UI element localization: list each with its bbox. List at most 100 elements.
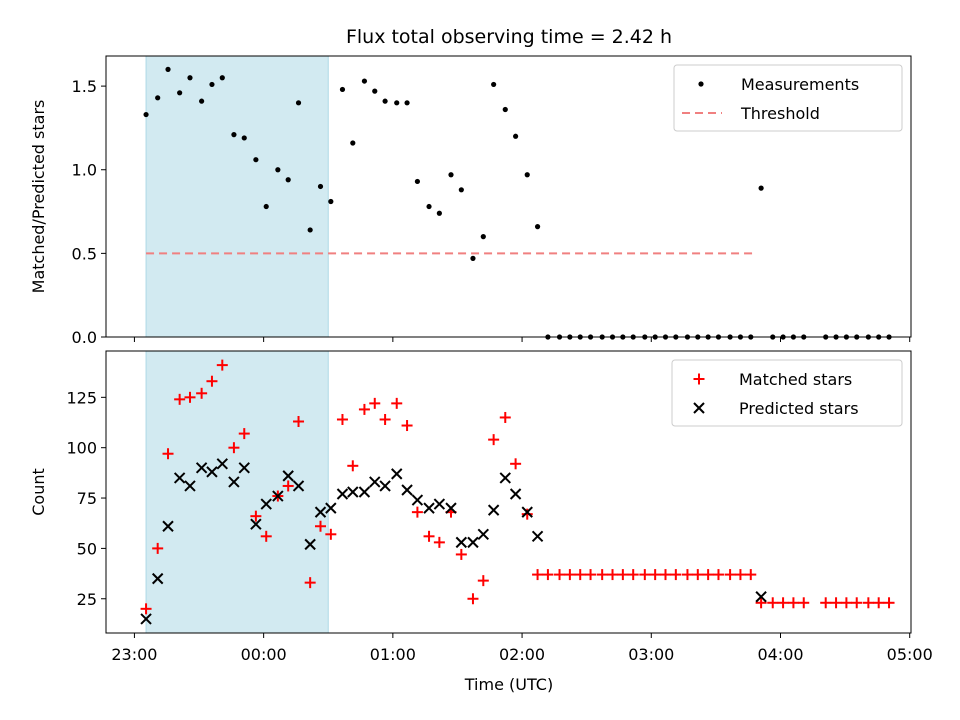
- data-point-x-25-b: [411, 494, 424, 506]
- data-point-plus-65: [851, 597, 863, 609]
- data-point-x-10-b: [250, 518, 262, 530]
- data-point-x-16: [314, 506, 327, 518]
- data-point-dot-12: [275, 167, 281, 173]
- data-point-x-5: [195, 462, 208, 474]
- x-tick-label: 02:00: [499, 645, 545, 664]
- data-point-x-0: [140, 613, 152, 625]
- data-point-plus-64: [840, 597, 852, 609]
- data-point-plus-17: [325, 528, 337, 540]
- data-point-plus-58: [767, 597, 779, 609]
- data-point-x-29: [455, 536, 468, 549]
- data-point-x-24-b: [401, 484, 413, 496]
- x-tick-label: 03:00: [628, 645, 674, 664]
- data-point-dot-10: [253, 157, 259, 163]
- data-point-plus-45: [627, 569, 639, 581]
- data-point-plus-8: [228, 442, 240, 454]
- data-point-x-3: [173, 472, 186, 484]
- data-point-plus-55: [734, 569, 746, 581]
- data-point-dot-32: [491, 81, 497, 88]
- data-point-dot-6: [209, 81, 215, 88]
- data-point-plus-3: [174, 393, 186, 405]
- data-point-x-2-b: [162, 520, 174, 532]
- top-panel-ratio: 0.0 0.5 1.0 1.5 Matched/Predicted stars Measu…: [29, 55, 912, 347]
- x-tick-label: 04:00: [757, 645, 803, 664]
- y-tick-label: 75: [77, 489, 97, 508]
- legend-box: [673, 64, 903, 132]
- y-tick-label: 25: [77, 590, 97, 609]
- data-point-x-9: [238, 462, 250, 474]
- data-point-plus-21: [369, 397, 381, 409]
- y-tick-label: 0.0: [72, 328, 97, 347]
- data-point-x-3-b: [173, 472, 186, 484]
- y-tick-label: 100: [66, 439, 97, 458]
- data-point-dot-3: [177, 90, 183, 96]
- data-point-plus-33: [499, 411, 511, 423]
- data-point-x-10: [250, 518, 262, 530]
- data-point-x-17: [325, 502, 337, 514]
- data-point-dot-8: [231, 132, 237, 138]
- data-point-x-26-b: [423, 502, 435, 514]
- data-point-dot-20: [361, 78, 368, 84]
- data-point-plus-68: [883, 597, 895, 609]
- data-point-dot-29: [458, 187, 464, 193]
- data-point-x-22: [379, 480, 391, 492]
- data-point-plus-25: [411, 506, 423, 518]
- data-point-x-1-b: [151, 572, 164, 585]
- data-point-x-14-b: [292, 480, 305, 492]
- data-point-plus-61: [798, 597, 810, 609]
- data-point-dot-15: [307, 227, 313, 233]
- data-point-plus-67: [873, 597, 885, 609]
- data-point-x-37: [755, 591, 767, 603]
- series-dot: [143, 66, 892, 340]
- legend-handle-x: [693, 402, 705, 414]
- data-point-dot-5: [199, 98, 205, 104]
- x-tick-label: 01:00: [370, 645, 416, 664]
- data-point-x-11: [260, 498, 272, 510]
- data-point-x-19: [347, 486, 359, 498]
- shaded-interval: [145, 350, 329, 634]
- data-point-plus-1: [152, 542, 164, 554]
- data-point-plus-41: [585, 569, 597, 581]
- data-point-x-36-b: [531, 530, 544, 543]
- data-point-x-21: [369, 476, 381, 488]
- data-point-plus-59: [777, 597, 789, 609]
- data-point-x-30-b: [467, 536, 479, 549]
- data-point-plus-24: [401, 420, 413, 432]
- data-point-x-0-b: [140, 613, 152, 625]
- data-point-x-30: [467, 536, 479, 549]
- data-point-x-36: [531, 530, 544, 543]
- data-point-plus-27: [433, 536, 445, 548]
- data-point-plus-9: [238, 428, 250, 440]
- data-point-x-35: [521, 506, 533, 518]
- data-point-x-15: [304, 538, 316, 551]
- legend-handle-x-b: [693, 402, 705, 414]
- legend-label: Threshold: [740, 104, 820, 123]
- data-point-dot-7: [219, 75, 225, 81]
- data-point-x-34-b: [509, 488, 522, 500]
- data-point-x-16-b: [314, 506, 327, 518]
- data-point-x-20: [358, 486, 371, 498]
- data-point-plus-42: [596, 569, 608, 581]
- data-point-dot-26: [426, 203, 432, 210]
- data-point-dot-21: [372, 88, 378, 94]
- data-point-dot-17: [328, 198, 334, 205]
- data-point-plus-51: [692, 569, 704, 581]
- legend-label: Predicted stars: [739, 399, 859, 418]
- data-point-plus-18: [336, 413, 348, 425]
- data-point-plus-60: [787, 597, 799, 609]
- data-point-dot-33: [502, 106, 508, 113]
- data-point-dot-57: [758, 185, 764, 191]
- data-point-x-31: [477, 528, 490, 541]
- data-point-plus-66: [862, 597, 874, 609]
- data-point-x-9-b: [238, 462, 250, 474]
- data-point-x-18-b: [336, 488, 349, 500]
- data-point-plus-49: [670, 569, 682, 581]
- data-point-plus-14: [293, 416, 305, 427]
- data-point-dot-35: [524, 172, 530, 178]
- data-point-plus-13: [282, 480, 294, 492]
- data-point-dot-30: [470, 255, 476, 261]
- data-point-x-32: [487, 504, 500, 516]
- data-point-plus-50: [681, 569, 693, 581]
- data-point-x-17-b: [325, 502, 337, 514]
